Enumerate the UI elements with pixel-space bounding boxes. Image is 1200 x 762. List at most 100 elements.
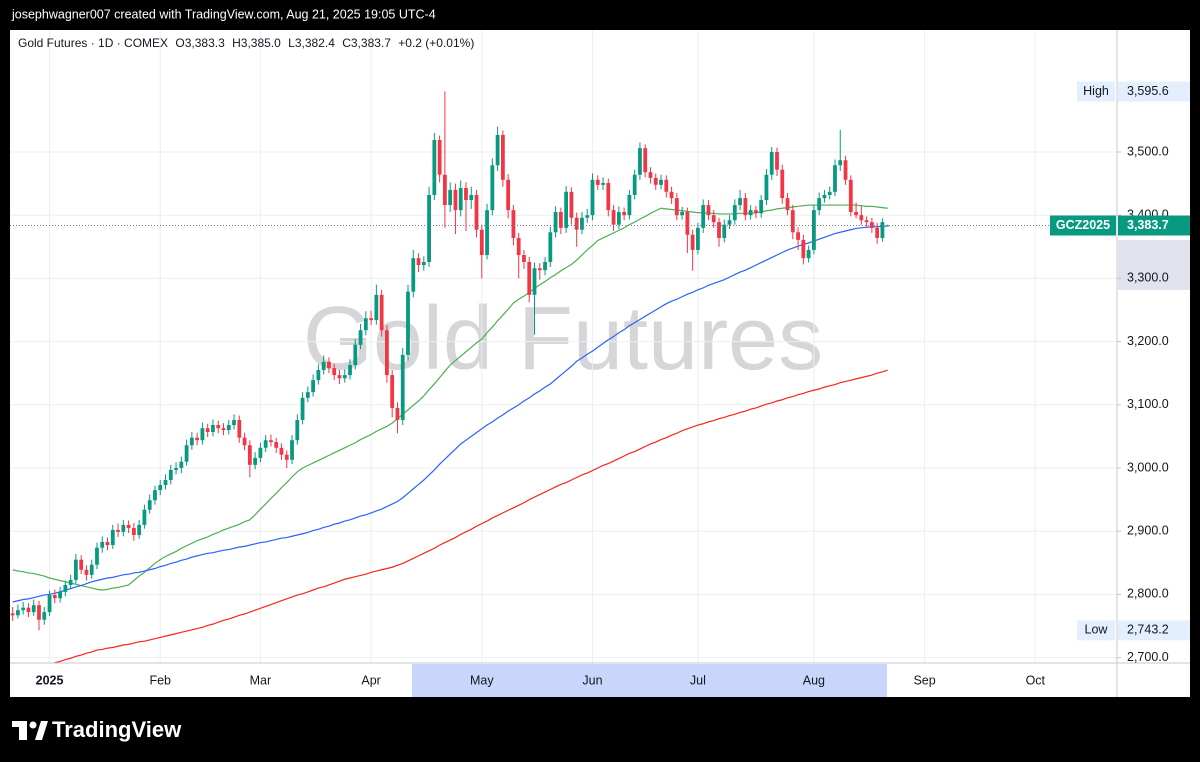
candle-body [442,174,447,206]
candle-body [395,407,400,420]
candle-body [52,595,57,599]
brand-logo [12,721,48,740]
candle-body [184,445,189,462]
candle-body [785,198,790,211]
marker-value-box [1118,620,1190,641]
candle-body [616,212,621,225]
x-tick-label: Apr [361,673,380,687]
candle-body [743,198,748,216]
candle-body [89,564,94,575]
marker-value: 2,743.2 [1127,623,1169,637]
marker-text: Low [1085,623,1109,637]
candle-body [31,605,36,613]
last-price-label: 3,383.7 [1127,218,1169,232]
candle-body [838,160,843,166]
candle-body [258,447,263,458]
candle-body [585,215,590,218]
candle-body [126,524,131,529]
candle-body [833,165,837,192]
brand-name: TradingView [52,717,182,742]
candle-body [632,174,637,195]
marker-text: High [1083,84,1109,98]
candle-body [205,428,210,432]
candle-body [848,179,853,213]
candle-body [522,255,526,262]
candle-body [300,397,305,420]
legend-value: +0.2 (+0.01%) [398,36,474,50]
candle-body [711,215,716,223]
candle-body [854,212,858,216]
candle-body [580,217,584,230]
candle-body [142,509,147,525]
candle-body [458,188,463,211]
candle-body [701,205,706,228]
last-price-symbol: GCZ2025 [1056,218,1110,232]
x-tick-label: 2025 [36,673,64,687]
candle-body [369,318,373,321]
legend-value: H3,385.0 [232,36,281,50]
chart-legend: Gold Futures · 1D · COMEX O3,383.3 H3,38… [18,36,474,50]
candle-body [353,344,358,365]
candle-body [516,237,521,256]
candle-body [290,440,294,460]
candle-body [253,457,258,465]
candle-body [47,595,52,613]
candle-body [722,224,727,238]
candle-body [606,182,611,211]
x-tick-label: Aug [803,673,825,687]
candle-body [95,547,99,565]
y-tick-label: 3,500.0 [1127,144,1169,158]
x-tick-label: Jun [582,673,602,687]
candle-body [543,261,547,271]
y-tick-label: 3,100.0 [1127,397,1169,411]
last-price-symbol-box [1050,215,1116,236]
candle-body [400,354,405,420]
x-tick-label: Jul [690,673,706,687]
candle-body [195,437,200,441]
candle-body [801,239,806,259]
candle-body [885,225,890,227]
candle-body [796,232,800,240]
candle-body [843,160,848,180]
candle-body [875,227,880,238]
candle-body [706,205,711,216]
candle-body [200,428,205,441]
candle-body [131,528,136,536]
candle-body [817,198,822,211]
candle-body [284,454,289,460]
candle-body [780,169,785,199]
candle-body [327,361,331,369]
candle-body [769,151,774,175]
candle-body [627,194,632,216]
candle-body [859,215,864,221]
candle-body [653,177,658,185]
candle-body [748,210,753,216]
legend-symbol: Gold Futures · 1D · COMEX [18,36,168,50]
candle-body [437,139,442,175]
candle-body [548,232,553,262]
candle-body [16,610,20,616]
candle-body [669,191,674,199]
candle-body [806,249,811,259]
candle-body [558,212,563,228]
y-tick-label: 2,800.0 [1127,587,1169,601]
candle-body [659,179,663,185]
candle-body [316,370,321,381]
candle-body [279,447,284,455]
candle-body [569,191,574,218]
candle-body [189,437,194,446]
candle-body [63,584,68,592]
candle-body [21,607,26,611]
candle-body [226,425,231,431]
candle-body [527,261,532,295]
candle-body [311,380,316,393]
candle-body [638,148,642,175]
candle-body [690,234,695,250]
candle-body [26,607,31,613]
marker-text-box [1077,81,1115,102]
candle-body [696,227,700,250]
chart-panel [10,30,1190,697]
candle-body [727,220,732,225]
candle-body [168,469,173,481]
